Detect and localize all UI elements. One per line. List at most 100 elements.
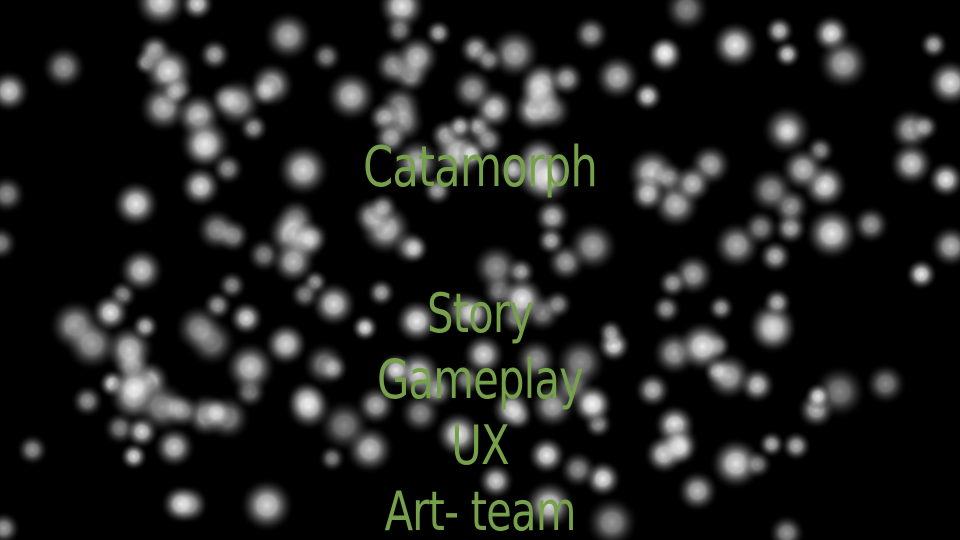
bokeh-orb (650, 293, 683, 325)
bokeh-orb (675, 319, 730, 374)
bokeh-orb (772, 39, 802, 69)
bokeh-orb (628, 174, 667, 214)
bokeh-orb (706, 293, 736, 323)
bokeh-orb (925, 58, 960, 108)
bokeh-orb (228, 300, 265, 337)
bokeh-orb (434, 410, 483, 459)
bokeh-orb (285, 383, 334, 432)
bokeh-orb (366, 277, 397, 308)
bokeh-orb (742, 449, 773, 480)
bokeh-orb (656, 267, 689, 300)
bokeh-orb (631, 80, 664, 113)
bokeh-orb (393, 33, 441, 81)
bokeh-orb (710, 20, 761, 71)
bokeh-orb (0, 174, 27, 215)
bokeh-orb (512, 336, 559, 383)
bokeh-orb (110, 363, 158, 412)
bokeh-orb (324, 68, 378, 123)
bokeh-orb (660, 428, 698, 466)
bokeh-orb (309, 40, 343, 74)
bokeh-orb (367, 191, 399, 223)
bokeh-orb (584, 495, 639, 540)
bokeh-orb (522, 478, 576, 532)
bokeh-orb (566, 220, 619, 273)
bokeh-orb (533, 197, 572, 237)
bokeh-orb (210, 151, 245, 186)
bokeh-orb (519, 152, 574, 207)
bokeh-orb (662, 0, 711, 34)
bokeh-orb (159, 77, 190, 107)
bokeh-orb (211, 76, 264, 129)
bokeh-orb (864, 362, 908, 406)
bokeh-orb (571, 14, 611, 54)
bokeh-orb (553, 335, 608, 390)
bokeh-orb (771, 115, 804, 148)
bokeh-orb (293, 219, 330, 256)
bokeh-orb (275, 142, 332, 198)
bokeh-orb (199, 395, 234, 431)
bokeh-orb (476, 462, 515, 500)
menu-item-gameplay[interactable]: Gameplay (377, 348, 584, 411)
bokeh-orb (262, 321, 309, 368)
bokeh-orb (592, 53, 642, 102)
bokeh-orb (746, 166, 796, 215)
bokeh-orb (490, 387, 533, 431)
bokeh-orb (928, 224, 960, 269)
bokeh-orb (671, 162, 714, 205)
bokeh-orb (526, 435, 567, 476)
bokeh-orb (262, 9, 315, 62)
bokeh-orb (542, 288, 574, 320)
bokeh-orb (288, 278, 321, 311)
bokeh-orb (160, 483, 201, 525)
bokeh-orb (371, 119, 410, 157)
bokeh-orb (70, 383, 105, 419)
bokeh-orb (173, 303, 225, 354)
bokeh-orb (317, 352, 350, 385)
bokeh-orb (445, 112, 475, 141)
bokeh-orb (239, 477, 295, 533)
bokeh-orb (767, 513, 806, 540)
bokeh-orb (378, 352, 414, 388)
bokeh-orb (646, 35, 683, 71)
bokeh-orb (117, 246, 166, 295)
bokeh-orb (132, 0, 189, 30)
bokeh-orb (194, 207, 240, 253)
bokeh-orb (570, 382, 614, 427)
bokeh-orb (350, 313, 380, 343)
bokeh-orb (757, 239, 793, 274)
bokeh-orb (449, 66, 496, 113)
bokeh-orb (451, 292, 494, 335)
bokeh-orb (90, 292, 131, 333)
menu-item-story[interactable]: Story (426, 282, 534, 345)
bokeh-orb (851, 204, 891, 245)
menu-item-ux[interactable]: UX (451, 414, 509, 477)
bokeh-orb (0, 68, 32, 114)
bokeh-orb (763, 15, 795, 47)
bokeh-orb (888, 140, 935, 188)
game-title: Catamorph (362, 135, 598, 200)
bokeh-orb (421, 174, 454, 207)
bokeh-orb (119, 442, 149, 471)
bokeh-orb (473, 44, 504, 76)
bokeh-orb (558, 449, 598, 490)
bokeh-orb (111, 179, 161, 229)
bokeh-orb (393, 298, 440, 345)
bokeh-orb (804, 205, 860, 262)
bokeh-orb (197, 37, 232, 72)
bokeh-orb (223, 340, 278, 395)
bokeh-orb (40, 44, 87, 91)
bokeh-orb (748, 305, 798, 356)
bokeh-orb (535, 225, 567, 257)
bokeh-orb (596, 318, 625, 347)
bokeh-orb (816, 35, 871, 91)
bokeh-orb (0, 510, 22, 540)
bokeh-orb (633, 371, 672, 409)
bokeh-orb (918, 29, 949, 60)
bokeh-orb (398, 391, 443, 436)
bokeh-orb (675, 469, 720, 513)
bokeh-orb (0, 224, 19, 262)
menu-item-art-team[interactable]: Art- team (384, 480, 576, 540)
